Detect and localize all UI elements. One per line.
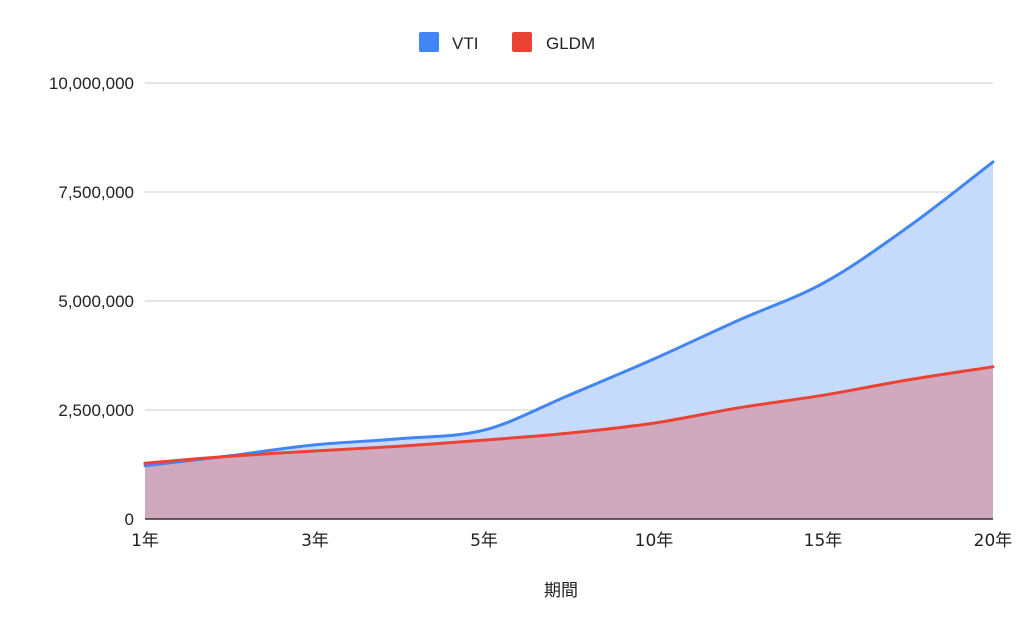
vti-swatch-icon bbox=[419, 32, 439, 52]
y-axis-labels: 10,000,000 7,500,000 5,000,000 2,500,000… bbox=[49, 74, 134, 529]
legend-item-gldm[interactable]: GLDM bbox=[512, 32, 595, 53]
x-axis-title: 期間 bbox=[544, 581, 578, 601]
gldm-line[interactable] bbox=[143, 365, 995, 465]
y-tick-label: 5,000,000 bbox=[58, 292, 134, 311]
x-tick-label: 1年 bbox=[131, 531, 159, 551]
legend: VTI GLDM bbox=[419, 32, 595, 53]
x-tick-label: 15年 bbox=[804, 531, 843, 551]
x-tick-label: 20年 bbox=[974, 531, 1013, 551]
x-axis-labels: 1年 3年 5年 10年 15年 20年 bbox=[131, 531, 1012, 551]
x-tick-label: 10年 bbox=[635, 531, 674, 551]
x-tick-label: 5年 bbox=[470, 531, 498, 551]
legend-item-vti[interactable]: VTI bbox=[419, 32, 478, 53]
y-tick-label: 2,500,000 bbox=[58, 401, 134, 420]
y-tick-label: 10,000,000 bbox=[49, 74, 134, 93]
gldm-swatch-icon bbox=[512, 32, 532, 52]
y-tick-label: 7,500,000 bbox=[58, 183, 134, 202]
y-tick-label: 0 bbox=[125, 510, 134, 529]
vti-line[interactable] bbox=[143, 160, 995, 468]
x-tick-label: 3年 bbox=[301, 531, 329, 551]
legend-label-gldm: GLDM bbox=[546, 34, 595, 53]
plot-area bbox=[143, 160, 995, 519]
legend-label-vti: VTI bbox=[452, 34, 478, 53]
gldm-area bbox=[145, 366, 993, 519]
